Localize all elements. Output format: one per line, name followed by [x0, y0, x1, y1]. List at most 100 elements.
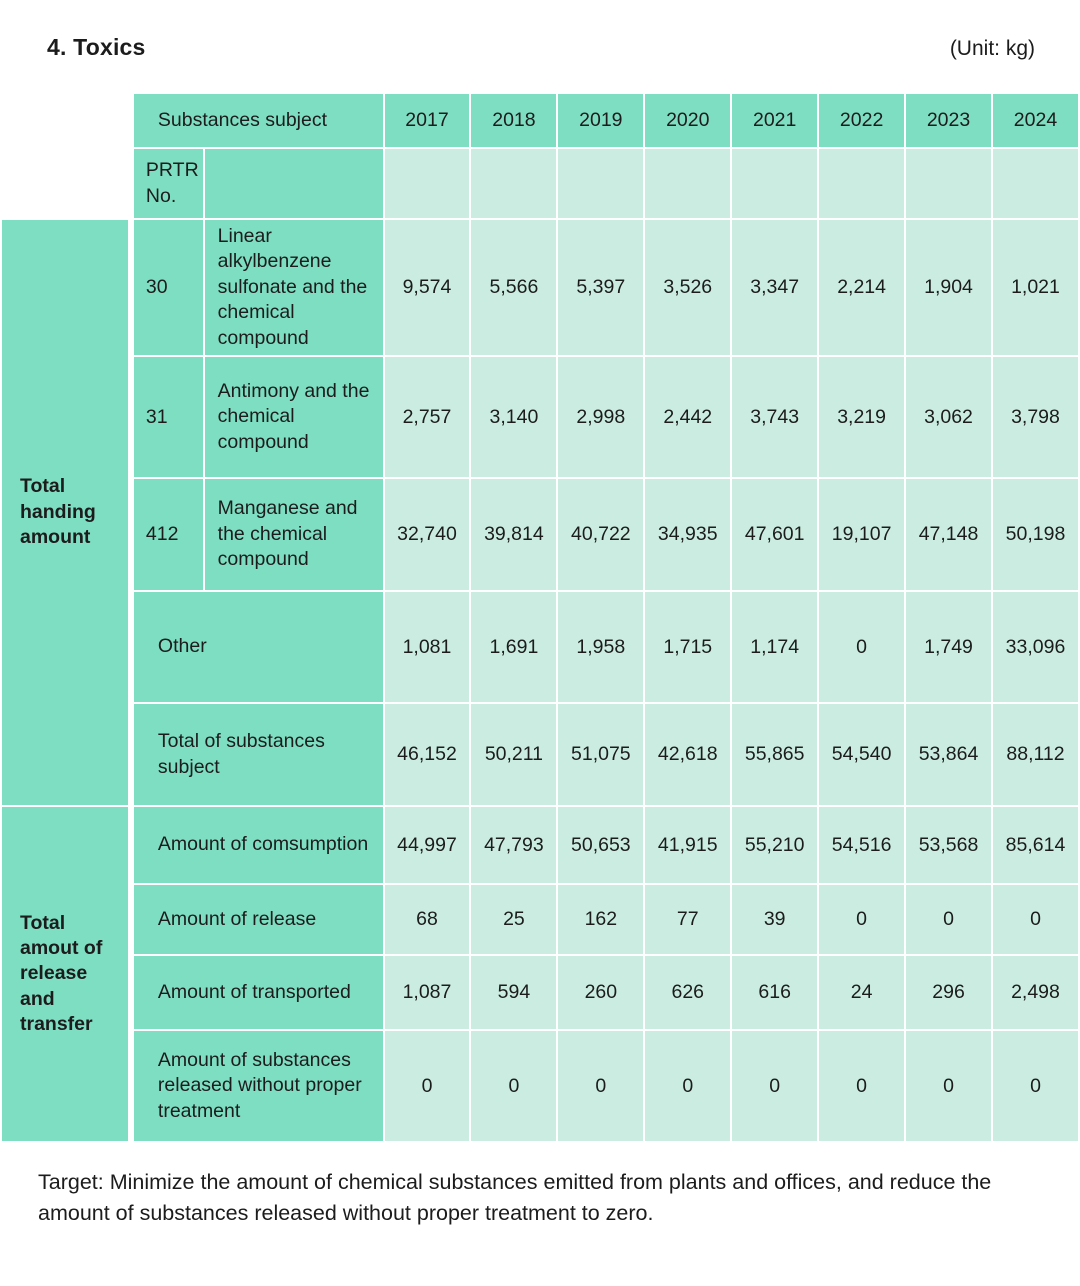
value-cell: 2,214	[819, 220, 905, 355]
value-cell: 51,075	[558, 704, 644, 805]
table-row-total-substances: Total of substances subject 46,152 50,21…	[2, 704, 1078, 805]
value-cell: 1,087	[384, 956, 470, 1029]
value-cell: 3,140	[471, 357, 557, 477]
empty-cell	[819, 149, 905, 218]
year-header: 2020	[645, 94, 731, 147]
toxics-table: Substances subject 2017 2018 2019 2020 2…	[0, 92, 1080, 1143]
value-cell: 3,743	[732, 357, 818, 477]
release-row-label: Amount of substances released without pr…	[133, 1031, 383, 1141]
empty-cell	[992, 149, 1078, 218]
table-row-transported: Amount of transported 1,087 594 260 626 …	[2, 956, 1078, 1029]
value-cell: 46,152	[384, 704, 470, 805]
value-cell: 5,397	[558, 220, 644, 355]
prtr-number-cell: 30	[133, 220, 203, 355]
value-cell: 47,601	[732, 479, 818, 590]
year-header: 2024	[992, 94, 1078, 147]
value-cell: 0	[558, 1031, 644, 1141]
substance-name-cell: Manganese and the chemical compound	[204, 479, 383, 590]
value-cell: 0	[819, 885, 905, 954]
year-header: 2022	[819, 94, 905, 147]
value-cell: 39,814	[471, 479, 557, 590]
value-cell: 3,347	[732, 220, 818, 355]
value-cell: 54,540	[819, 704, 905, 805]
release-row-label: Amount of release	[133, 885, 383, 954]
value-cell: 296	[906, 956, 991, 1029]
value-cell: 54,516	[819, 807, 905, 883]
value-cell: 68	[384, 885, 470, 954]
corner-cell	[2, 94, 132, 147]
value-cell: 53,864	[906, 704, 991, 805]
value-cell: 0	[384, 1031, 470, 1141]
empty-cell	[906, 149, 991, 218]
value-cell: 0	[732, 1031, 818, 1141]
value-cell: 0	[992, 885, 1078, 954]
empty-header-cell	[204, 149, 383, 218]
empty-cell	[384, 149, 470, 218]
value-cell: 616	[732, 956, 818, 1029]
header-row-years: Substances subject 2017 2018 2019 2020 2…	[2, 94, 1078, 147]
value-cell: 0	[819, 592, 905, 702]
value-cell: 1,691	[471, 592, 557, 702]
value-cell: 1,715	[645, 592, 731, 702]
value-cell: 1,958	[558, 592, 644, 702]
table-row-consumption: Total amout of release and transfer Amou…	[2, 807, 1078, 1141]
value-cell: 1,749	[906, 592, 991, 702]
table-row-prtr-30: Total handing amount 30 Linear alkylbenz…	[2, 220, 1078, 805]
release-row-label: Amount of comsumption	[133, 807, 383, 883]
empty-cell	[558, 149, 644, 218]
empty-cell	[732, 149, 818, 218]
value-cell: 594	[471, 956, 557, 1029]
value-cell: 9,574	[384, 220, 470, 355]
value-cell: 0	[906, 1031, 991, 1141]
table-row-release: Amount of release 68 25 162 77 39 0 0 0	[2, 885, 1078, 954]
value-cell: 44,997	[384, 807, 470, 883]
year-header: 2018	[471, 94, 557, 147]
value-cell: 2,442	[645, 357, 731, 477]
value-cell: 39	[732, 885, 818, 954]
value-cell: 77	[645, 885, 731, 954]
value-cell: 260	[558, 956, 644, 1029]
other-label: Other	[133, 592, 383, 702]
section-total-handling: Total handing amount	[2, 220, 132, 805]
corner-cell	[2, 149, 132, 218]
value-cell: 19,107	[819, 479, 905, 590]
value-cell: 25	[471, 885, 557, 954]
header-row-prtr: PRTR No.	[2, 149, 1078, 218]
page-title: 4. Toxics	[47, 34, 146, 60]
value-cell: 0	[819, 1031, 905, 1141]
value-cell: 1,081	[384, 592, 470, 702]
year-header: 2019	[558, 94, 644, 147]
value-cell: 2,998	[558, 357, 644, 477]
value-cell: 53,568	[906, 807, 991, 883]
release-row-label: Amount of transported	[133, 956, 383, 1029]
page-header: 4. Toxics (Unit: kg)	[47, 34, 1035, 61]
section-total-release-transfer: Total amout of release and transfer	[2, 807, 132, 1141]
value-cell: 24	[819, 956, 905, 1029]
target-note: Target: Minimize the amount of chemical …	[38, 1170, 992, 1226]
year-header: 2023	[906, 94, 991, 147]
value-cell: 40,722	[558, 479, 644, 590]
year-header: 2017	[384, 94, 470, 147]
unit-label: (Unit: kg)	[949, 37, 1035, 60]
table-row-without-treatment: Amount of substances released without pr…	[2, 1031, 1078, 1141]
table-row-other: Other 1,081 1,691 1,958 1,715 1,174 0 1,…	[2, 592, 1078, 702]
value-cell: 50,653	[558, 807, 644, 883]
value-cell: 0	[471, 1031, 557, 1141]
value-cell: 1,021	[992, 220, 1078, 355]
empty-cell	[645, 149, 731, 218]
value-cell: 32,740	[384, 479, 470, 590]
value-cell: 0	[992, 1031, 1078, 1141]
value-cell: 41,915	[645, 807, 731, 883]
value-cell: 55,865	[732, 704, 818, 805]
value-cell: 42,618	[645, 704, 731, 805]
value-cell: 3,526	[645, 220, 731, 355]
prtr-number-cell: 412	[133, 479, 203, 590]
value-cell: 34,935	[645, 479, 731, 590]
value-cell: 3,798	[992, 357, 1078, 477]
empty-cell	[471, 149, 557, 218]
prtr-number-cell: 31	[133, 357, 203, 477]
value-cell: 88,112	[992, 704, 1078, 805]
value-cell: 50,198	[992, 479, 1078, 590]
value-cell: 2,498	[992, 956, 1078, 1029]
value-cell: 162	[558, 885, 644, 954]
